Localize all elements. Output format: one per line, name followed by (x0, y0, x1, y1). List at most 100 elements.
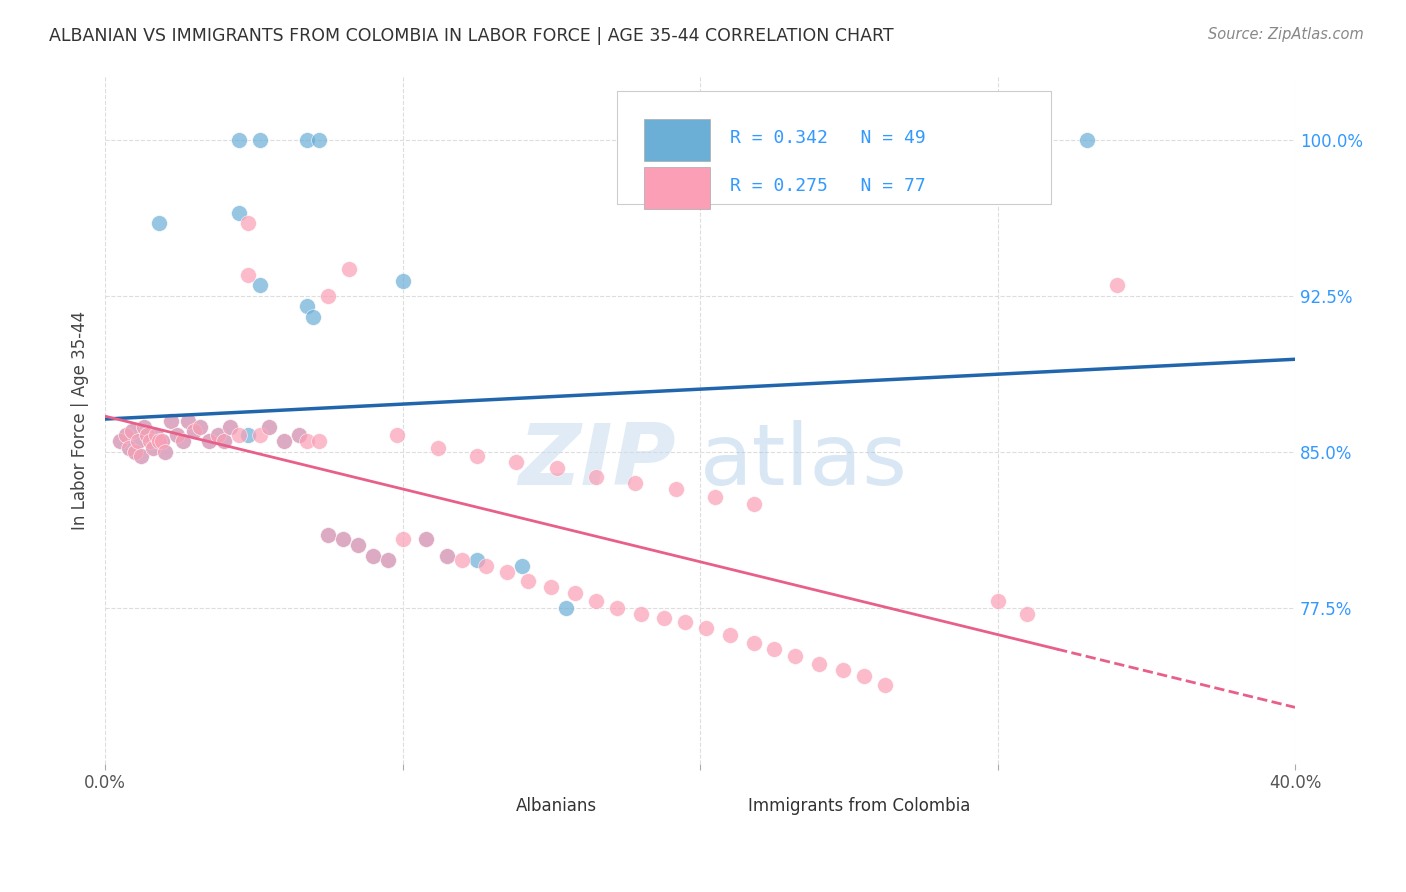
Point (415, 532, 437, 546)
Point (177, 413, 200, 427)
Point (172, 434, 194, 449)
Point (127, 434, 149, 449)
Point (337, 261, 360, 276)
Point (361, 549, 384, 563)
Point (207, 428, 229, 442)
Point (505, 455, 527, 469)
Bar (688, 791, 734, 820)
Point (273, 434, 295, 449)
Point (585, 469, 607, 483)
Text: ZIP: ZIP (519, 420, 676, 503)
Text: ALBANIAN VS IMMIGRANTS FROM COLOMBIA IN LABOR FORCE | AGE 35-44 CORRELATION CHAR: ALBANIAN VS IMMIGRANTS FROM COLOMBIA IN … (49, 27, 894, 45)
Point (129, 449, 152, 463)
Point (540, 580, 562, 594)
Point (742, 497, 765, 511)
Point (475, 559, 498, 574)
Point (718, 628, 741, 642)
Text: R = 0.275   N = 77: R = 0.275 N = 77 (730, 177, 925, 194)
Point (150, 434, 173, 449)
Point (124, 444, 146, 458)
Point (124, 444, 146, 458)
Point (139, 434, 162, 449)
Point (361, 549, 384, 563)
Text: atlas: atlas (700, 420, 908, 503)
Point (436, 549, 458, 563)
Text: Albanians: Albanians (516, 797, 596, 814)
Point (873, 678, 896, 692)
Point (673, 615, 696, 630)
Point (763, 642, 786, 657)
Point (555, 600, 578, 615)
Point (297, 299, 319, 313)
FancyBboxPatch shape (617, 91, 1052, 204)
Point (391, 274, 413, 288)
Point (121, 424, 143, 438)
Point (249, 278, 271, 293)
Point (118, 441, 141, 455)
Point (236, 268, 259, 282)
Point (665, 482, 688, 496)
Point (1105, 278, 1128, 293)
Point (704, 491, 727, 505)
Point (148, 434, 170, 449)
Point (273, 434, 295, 449)
Point (654, 611, 676, 625)
Point (1017, 607, 1039, 621)
Point (316, 289, 339, 303)
Point (135, 428, 157, 442)
Point (451, 553, 474, 567)
Point (852, 669, 875, 683)
Point (287, 428, 309, 442)
Point (121, 424, 143, 438)
Point (207, 428, 229, 442)
Point (166, 428, 188, 442)
Point (108, 434, 131, 449)
Point (198, 434, 221, 449)
Point (166, 428, 188, 442)
Point (183, 424, 205, 438)
Point (228, 133, 250, 147)
Point (190, 419, 212, 434)
Point (385, 428, 408, 442)
Point (132, 419, 155, 434)
Point (219, 419, 242, 434)
Point (127, 434, 149, 449)
Point (332, 532, 354, 546)
Point (129, 449, 152, 463)
Point (219, 419, 242, 434)
Point (436, 549, 458, 563)
Point (630, 607, 652, 621)
Point (249, 133, 271, 147)
Point (142, 441, 165, 455)
Point (177, 413, 200, 427)
Point (427, 441, 450, 455)
Bar (644, 119, 710, 161)
Point (145, 428, 167, 442)
Point (145, 428, 167, 442)
Point (287, 428, 309, 442)
Bar (456, 791, 502, 820)
Point (159, 413, 181, 427)
Text: R = 0.342   N = 49: R = 0.342 N = 49 (730, 128, 925, 147)
Point (510, 559, 533, 574)
Point (302, 310, 325, 324)
Point (347, 538, 370, 552)
Point (785, 648, 807, 663)
Point (308, 434, 330, 449)
Point (465, 449, 488, 463)
Point (212, 434, 235, 449)
Point (546, 461, 568, 475)
Point (115, 428, 138, 442)
Text: Immigrants from Colombia: Immigrants from Colombia (748, 797, 970, 814)
Point (316, 528, 339, 542)
Point (831, 663, 853, 677)
Point (415, 532, 437, 546)
Point (257, 419, 280, 434)
Point (198, 434, 221, 449)
Point (236, 216, 259, 230)
Point (516, 574, 538, 588)
Point (695, 622, 717, 636)
Point (236, 428, 259, 442)
Point (153, 444, 176, 458)
Point (623, 475, 645, 490)
